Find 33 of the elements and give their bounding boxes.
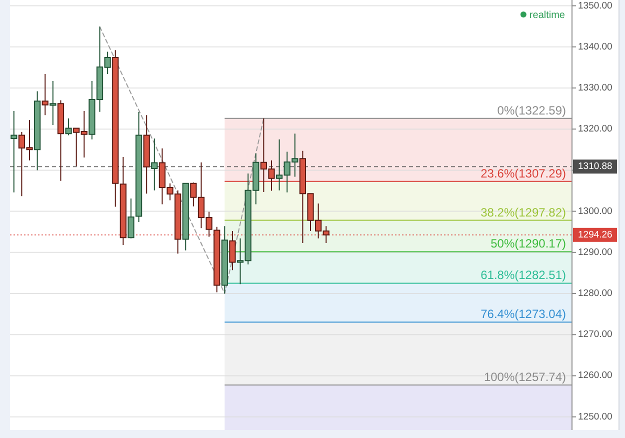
candlestick [10,110,18,193]
ref-line-label: 50%(1290.17) [490,236,566,251]
ref-line-label: 76.4%(1273.04) [480,307,566,322]
candlestick [65,118,72,136]
candlestick [221,226,228,294]
y-tick-label: 1250.00 [578,411,612,422]
candlestick [42,73,48,116]
candlestick [135,111,142,222]
candlestick [182,182,189,251]
y-tick-label: 1320.00 [578,124,612,135]
ref-line-label: 0%(1322.59) [497,103,566,118]
ref-line-label: 1310.88 [578,161,612,172]
y-tick-label: 1350.00 [578,0,612,12]
y-tick-label: 1300.00 [578,206,612,217]
y-tick-label: 1270.00 [578,329,612,340]
candlestick [143,114,150,194]
y-tick-label: 1280.00 [578,288,612,300]
ref-line-label: 1294.26 [578,229,612,240]
ref-line-label: 100%(1257.74) [484,370,566,384]
candlestick [57,100,64,182]
ref-line-label: 61.8%(1282.51) [480,268,566,282]
candlestick [128,198,134,239]
ref-line-label: 38.2%(1297.82) [480,205,566,220]
candlestick [151,138,158,191]
ref-line-label: 23.6%(1307.29) [480,166,566,180]
annotation: realtime [529,10,566,21]
y-tick-label: 1290.00 [578,246,612,258]
y-tick-label: 1260.00 [578,370,612,382]
y-tick-label: 1340.00 [578,41,612,52]
candlestick [50,80,56,126]
candlestick [229,230,236,271]
y-tick-label: 1330.00 [578,82,612,94]
candlestick [34,90,41,171]
